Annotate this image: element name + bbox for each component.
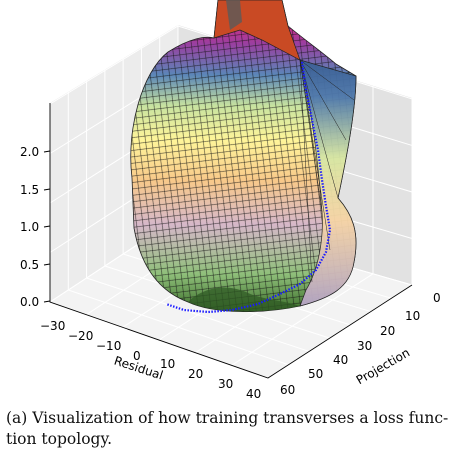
x-tick-label: 10: [160, 357, 175, 371]
z-tick-label: 0.5: [20, 258, 39, 272]
z-tick-label: 1.5: [20, 183, 39, 197]
loss-surface: [130, 0, 357, 312]
y-tick-label: 60: [280, 383, 295, 397]
x-tick-label: −20: [68, 329, 93, 343]
y-tick-label: 40: [333, 353, 348, 367]
x-tick-label: −10: [96, 339, 121, 353]
y-tick-label: 10: [405, 309, 420, 323]
caption-line: tion topology.: [6, 430, 113, 448]
x-tick-label: −30: [40, 319, 65, 333]
z-axis: 2.0 1.5 1.0 0.5 0.0: [20, 145, 51, 309]
x-tick-label: 40: [246, 387, 261, 400]
caption-line: (a) Visualization of how training transv…: [6, 409, 449, 427]
x-tick-label: 20: [188, 367, 203, 381]
y-tick-label: 20: [380, 324, 395, 338]
z-tick-label: 0.0: [20, 295, 39, 309]
surface-plot: 2.0 1.5 1.0 0.5 0.0 −30 −20 −10 0 10 20 …: [20, 0, 441, 400]
axis-edges: [49, 103, 413, 379]
y-tick-label: 30: [357, 339, 372, 353]
gridline: [49, 25, 179, 105]
z-tick-label: 1.0: [20, 220, 39, 234]
x-tick-label: 30: [218, 377, 233, 391]
y-tick-label: 50: [308, 367, 323, 381]
figure-caption: (a) Visualization of how training transv…: [6, 408, 456, 450]
y-tick-label: 0: [433, 291, 441, 305]
z-tick-label: 2.0: [20, 145, 39, 159]
gridline: [231, 273, 374, 366]
x-tick-label: 0: [133, 349, 141, 363]
